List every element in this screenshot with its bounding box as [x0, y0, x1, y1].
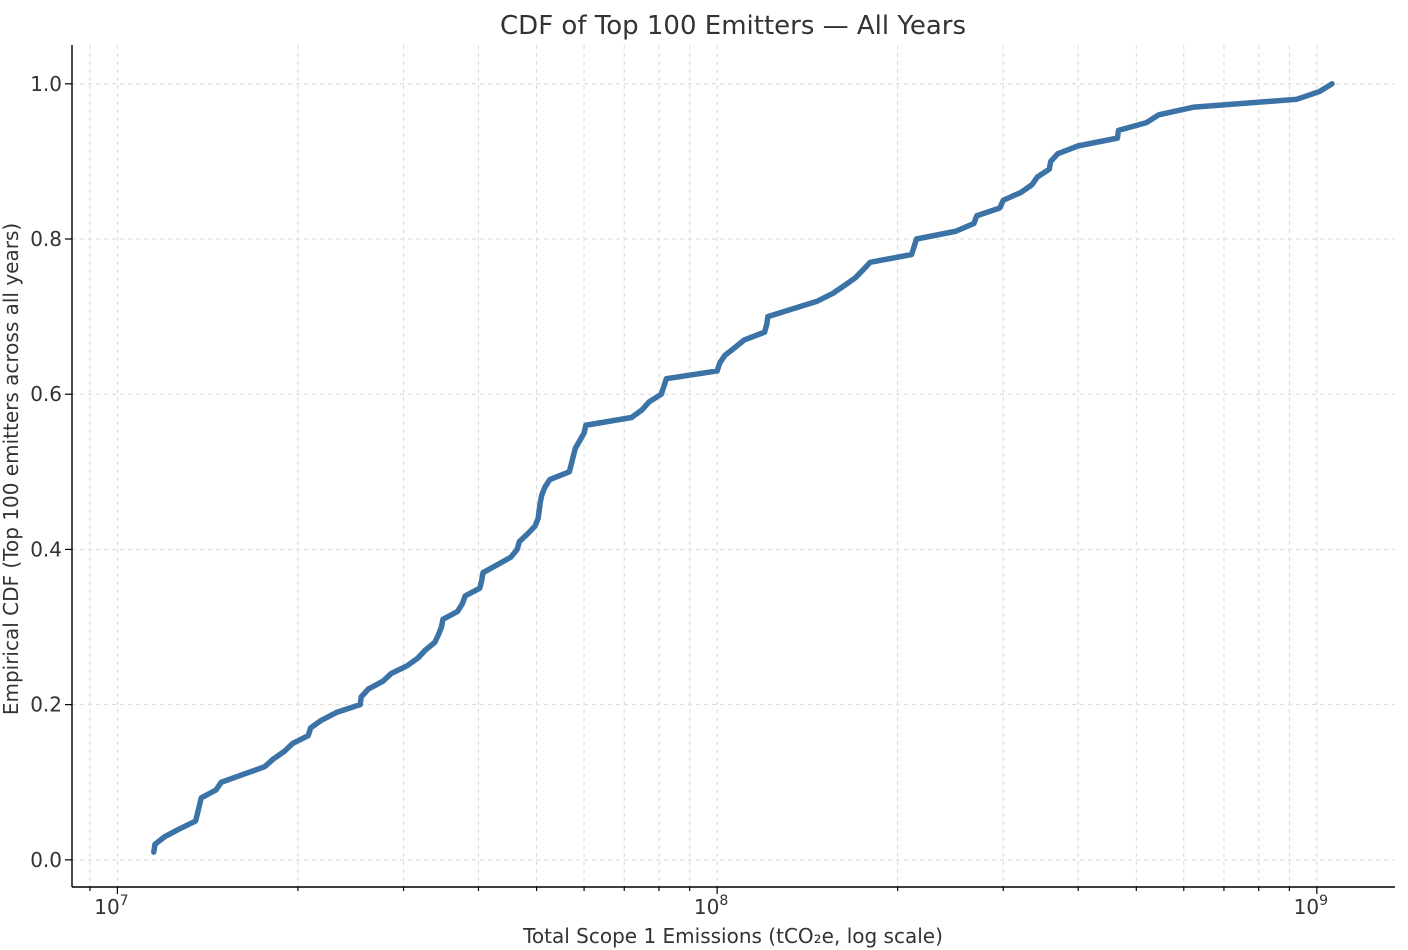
y-tick-label: 1.0 — [30, 72, 62, 96]
y-tick-label: 0.6 — [30, 382, 62, 406]
y-tick-label: 0.2 — [30, 693, 62, 717]
axes-spines — [71, 45, 1395, 888]
x-tick-label: 108 — [694, 893, 728, 919]
series-line-cdf — [151, 81, 1335, 855]
x-tick-label: 107 — [94, 893, 128, 919]
x-tick-label: 109 — [1294, 893, 1328, 919]
chart-title: CDF of Top 100 Emitters — All Years — [500, 11, 966, 41]
x-axis-label: Total Scope 1 Emissions (tCO₂e, log scal… — [522, 924, 943, 948]
y-tick-label: 0.8 — [30, 227, 62, 251]
y-tick-label: 0.4 — [30, 537, 62, 561]
y-axis-label: Empirical CDF (Top 100 emitters across a… — [0, 223, 23, 715]
tick-marks — [65, 83, 1318, 894]
tick-labels: 107 108 109 0.0 0.2 0.4 0.6 0.8 1.0 — [30, 72, 1328, 919]
y-tick-label: 0.0 — [30, 848, 62, 872]
